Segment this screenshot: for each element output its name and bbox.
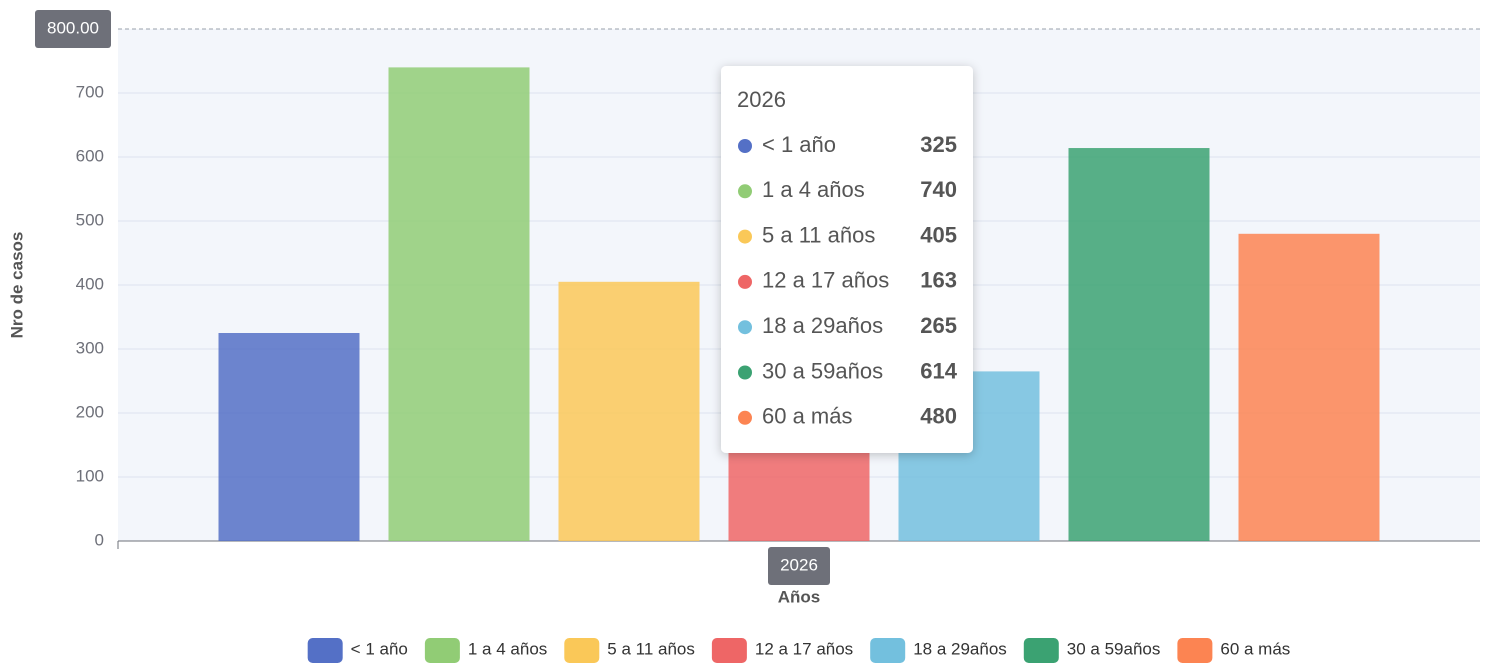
y-tick-label: 600: [76, 146, 104, 165]
tooltip-value: 480: [920, 404, 957, 429]
tooltip-dot: [738, 229, 752, 244]
category-pointer-box: [768, 547, 830, 585]
tooltip-name: 5 a 11 años: [762, 222, 875, 247]
y-tick-label: 400: [76, 274, 104, 293]
y-axis-label: Nro de casos: [7, 232, 26, 339]
y-tick-label: 100: [76, 466, 104, 485]
tooltip-name: 60 a más: [762, 404, 853, 429]
legend: < 1 año 1 a 4 años 5 a 11 años 12 a 17 años…: [307, 638, 1290, 663]
axis-pointer-label: 800.00: [47, 18, 99, 37]
bar: [558, 281, 700, 541]
y-tick-label: 700: [76, 82, 104, 101]
legend-swatch: [711, 638, 747, 663]
tooltip-value: 325: [920, 132, 957, 157]
legend-label: 60 a más: [1220, 639, 1290, 658]
legend-swatch: [870, 638, 906, 663]
tooltip-name: 30 a 59años: [762, 358, 883, 383]
tooltip-value: 265: [920, 313, 957, 338]
bar: [1238, 233, 1380, 542]
legend-swatch: [1177, 638, 1213, 663]
y-tick-label: 0: [95, 530, 104, 549]
y-tick-label: 500: [76, 210, 104, 229]
legend-swatch: [564, 638, 600, 663]
tooltip-name: < 1 año: [762, 132, 836, 157]
tooltip-value: 163: [920, 268, 957, 293]
legend-label: 18 a 29años: [913, 639, 1007, 658]
bar: [388, 67, 530, 542]
tooltip-name: 1 a 4 años: [762, 177, 865, 202]
tooltip-title: 2026: [737, 87, 786, 112]
x-tick-label: 2026: [780, 555, 818, 574]
tooltip-value: 614: [920, 358, 957, 383]
legend-swatch: [424, 638, 460, 663]
tooltip-dot: [738, 320, 752, 335]
tooltip-box: [721, 66, 973, 453]
x-axis-label: Años: [778, 587, 821, 606]
axis-pointer-box: [35, 10, 111, 48]
y-tick-label: 200: [76, 402, 104, 421]
tooltip-dot: [738, 184, 752, 199]
tooltip-value: 405: [920, 222, 957, 247]
legend-label: 1 a 4 años: [468, 639, 547, 658]
tooltip-dot: [738, 274, 752, 289]
legend-swatch: [1023, 638, 1059, 663]
legend-label: 5 a 11 años: [607, 639, 695, 658]
y-tick-label: 300: [76, 338, 104, 357]
legend-label: 12 a 17 años: [755, 639, 853, 658]
tooltip-name: 18 a 29años: [762, 313, 883, 338]
tooltip-dot: [738, 139, 752, 153]
bar: [1068, 148, 1210, 542]
bar: [728, 436, 870, 541]
legend-label: < 1 año: [351, 639, 408, 658]
tooltip-value: 740: [920, 177, 957, 202]
legend-label: 30 a 59años: [1067, 639, 1161, 658]
tooltip: 2026 < 1 año 325 1 a 4 años 740 5 a 11 años 40…: [721, 66, 973, 453]
tooltip-dot: [738, 410, 752, 425]
bar: [218, 333, 360, 541]
tooltip-name: 12 a 17 años: [762, 268, 889, 293]
tooltip-dot: [738, 365, 752, 380]
legend-swatch: [307, 638, 343, 663]
